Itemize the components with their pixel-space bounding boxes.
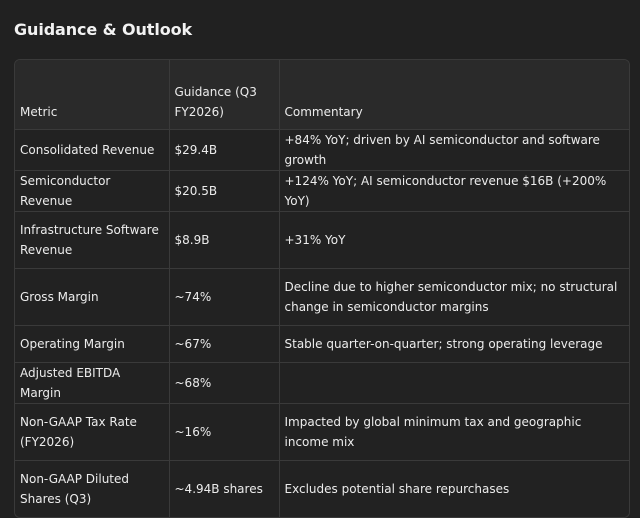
- table-header-row: Metric Guidance (Q3 FY2026) Commentary: [15, 60, 629, 130]
- guidance-cell: ~68%: [169, 362, 280, 404]
- header-metric: Metric: [15, 60, 170, 130]
- table-row: Semiconductor Revenue $20.5B +124% YoY; …: [15, 170, 629, 212]
- table-row: Operating Margin ~67% Stable quarter-on-…: [15, 325, 629, 363]
- metric-cell: Gross Margin: [15, 268, 170, 326]
- table-row: Non-GAAP Diluted Shares (Q3) ~4.94B shar…: [15, 460, 629, 517]
- guidance-cell: ~74%: [169, 268, 280, 326]
- commentary-cell: +31% YoY: [279, 211, 629, 269]
- metric-cell: Non-GAAP Tax Rate (FY2026): [15, 403, 170, 461]
- table-row: Non-GAAP Tax Rate (FY2026) ~16% Impacted…: [15, 403, 629, 461]
- header-commentary: Commentary: [279, 60, 629, 130]
- table-row: Adjusted EBITDA Margin ~68%: [15, 362, 629, 404]
- guidance-cell: ~16%: [169, 403, 280, 461]
- guidance-table: Metric Guidance (Q3 FY2026) Commentary C…: [15, 60, 629, 517]
- metric-cell: Infrastructure Software Revenue: [15, 211, 170, 269]
- commentary-cell: Decline due to higher semiconductor mix;…: [279, 268, 629, 326]
- commentary-cell: Stable quarter-on-quarter; strong operat…: [279, 325, 629, 363]
- commentary-cell: +84% YoY; driven by AI semiconductor and…: [279, 129, 629, 171]
- metric-cell: Semiconductor Revenue: [15, 170, 170, 212]
- guidance-cell: $8.9B: [169, 211, 280, 269]
- commentary-cell: +124% YoY; AI semiconductor revenue $16B…: [279, 170, 629, 212]
- table-row: Gross Margin ~74% Decline due to higher …: [15, 268, 629, 326]
- metric-cell: Consolidated Revenue: [15, 129, 170, 171]
- metric-cell: Non-GAAP Diluted Shares (Q3): [15, 460, 170, 517]
- metric-cell: Adjusted EBITDA Margin: [15, 362, 170, 404]
- header-guidance: Guidance (Q3 FY2026): [169, 60, 280, 130]
- metric-cell: Operating Margin: [15, 325, 170, 363]
- guidance-cell: $29.4B: [169, 129, 280, 171]
- guidance-cell: $20.5B: [169, 170, 280, 212]
- guidance-table-container: Metric Guidance (Q3 FY2026) Commentary C…: [14, 59, 630, 518]
- table-row: Consolidated Revenue $29.4B +84% YoY; dr…: [15, 129, 629, 171]
- commentary-cell: [279, 362, 629, 404]
- commentary-cell: Impacted by global minimum tax and geogr…: [279, 403, 629, 461]
- guidance-cell: ~67%: [169, 325, 280, 363]
- commentary-cell: Excludes potential share repurchases: [279, 460, 629, 517]
- section-heading: Guidance & Outlook: [14, 20, 193, 39]
- guidance-cell: ~4.94B shares: [169, 460, 280, 517]
- table-row: Infrastructure Software Revenue $8.9B +3…: [15, 211, 629, 269]
